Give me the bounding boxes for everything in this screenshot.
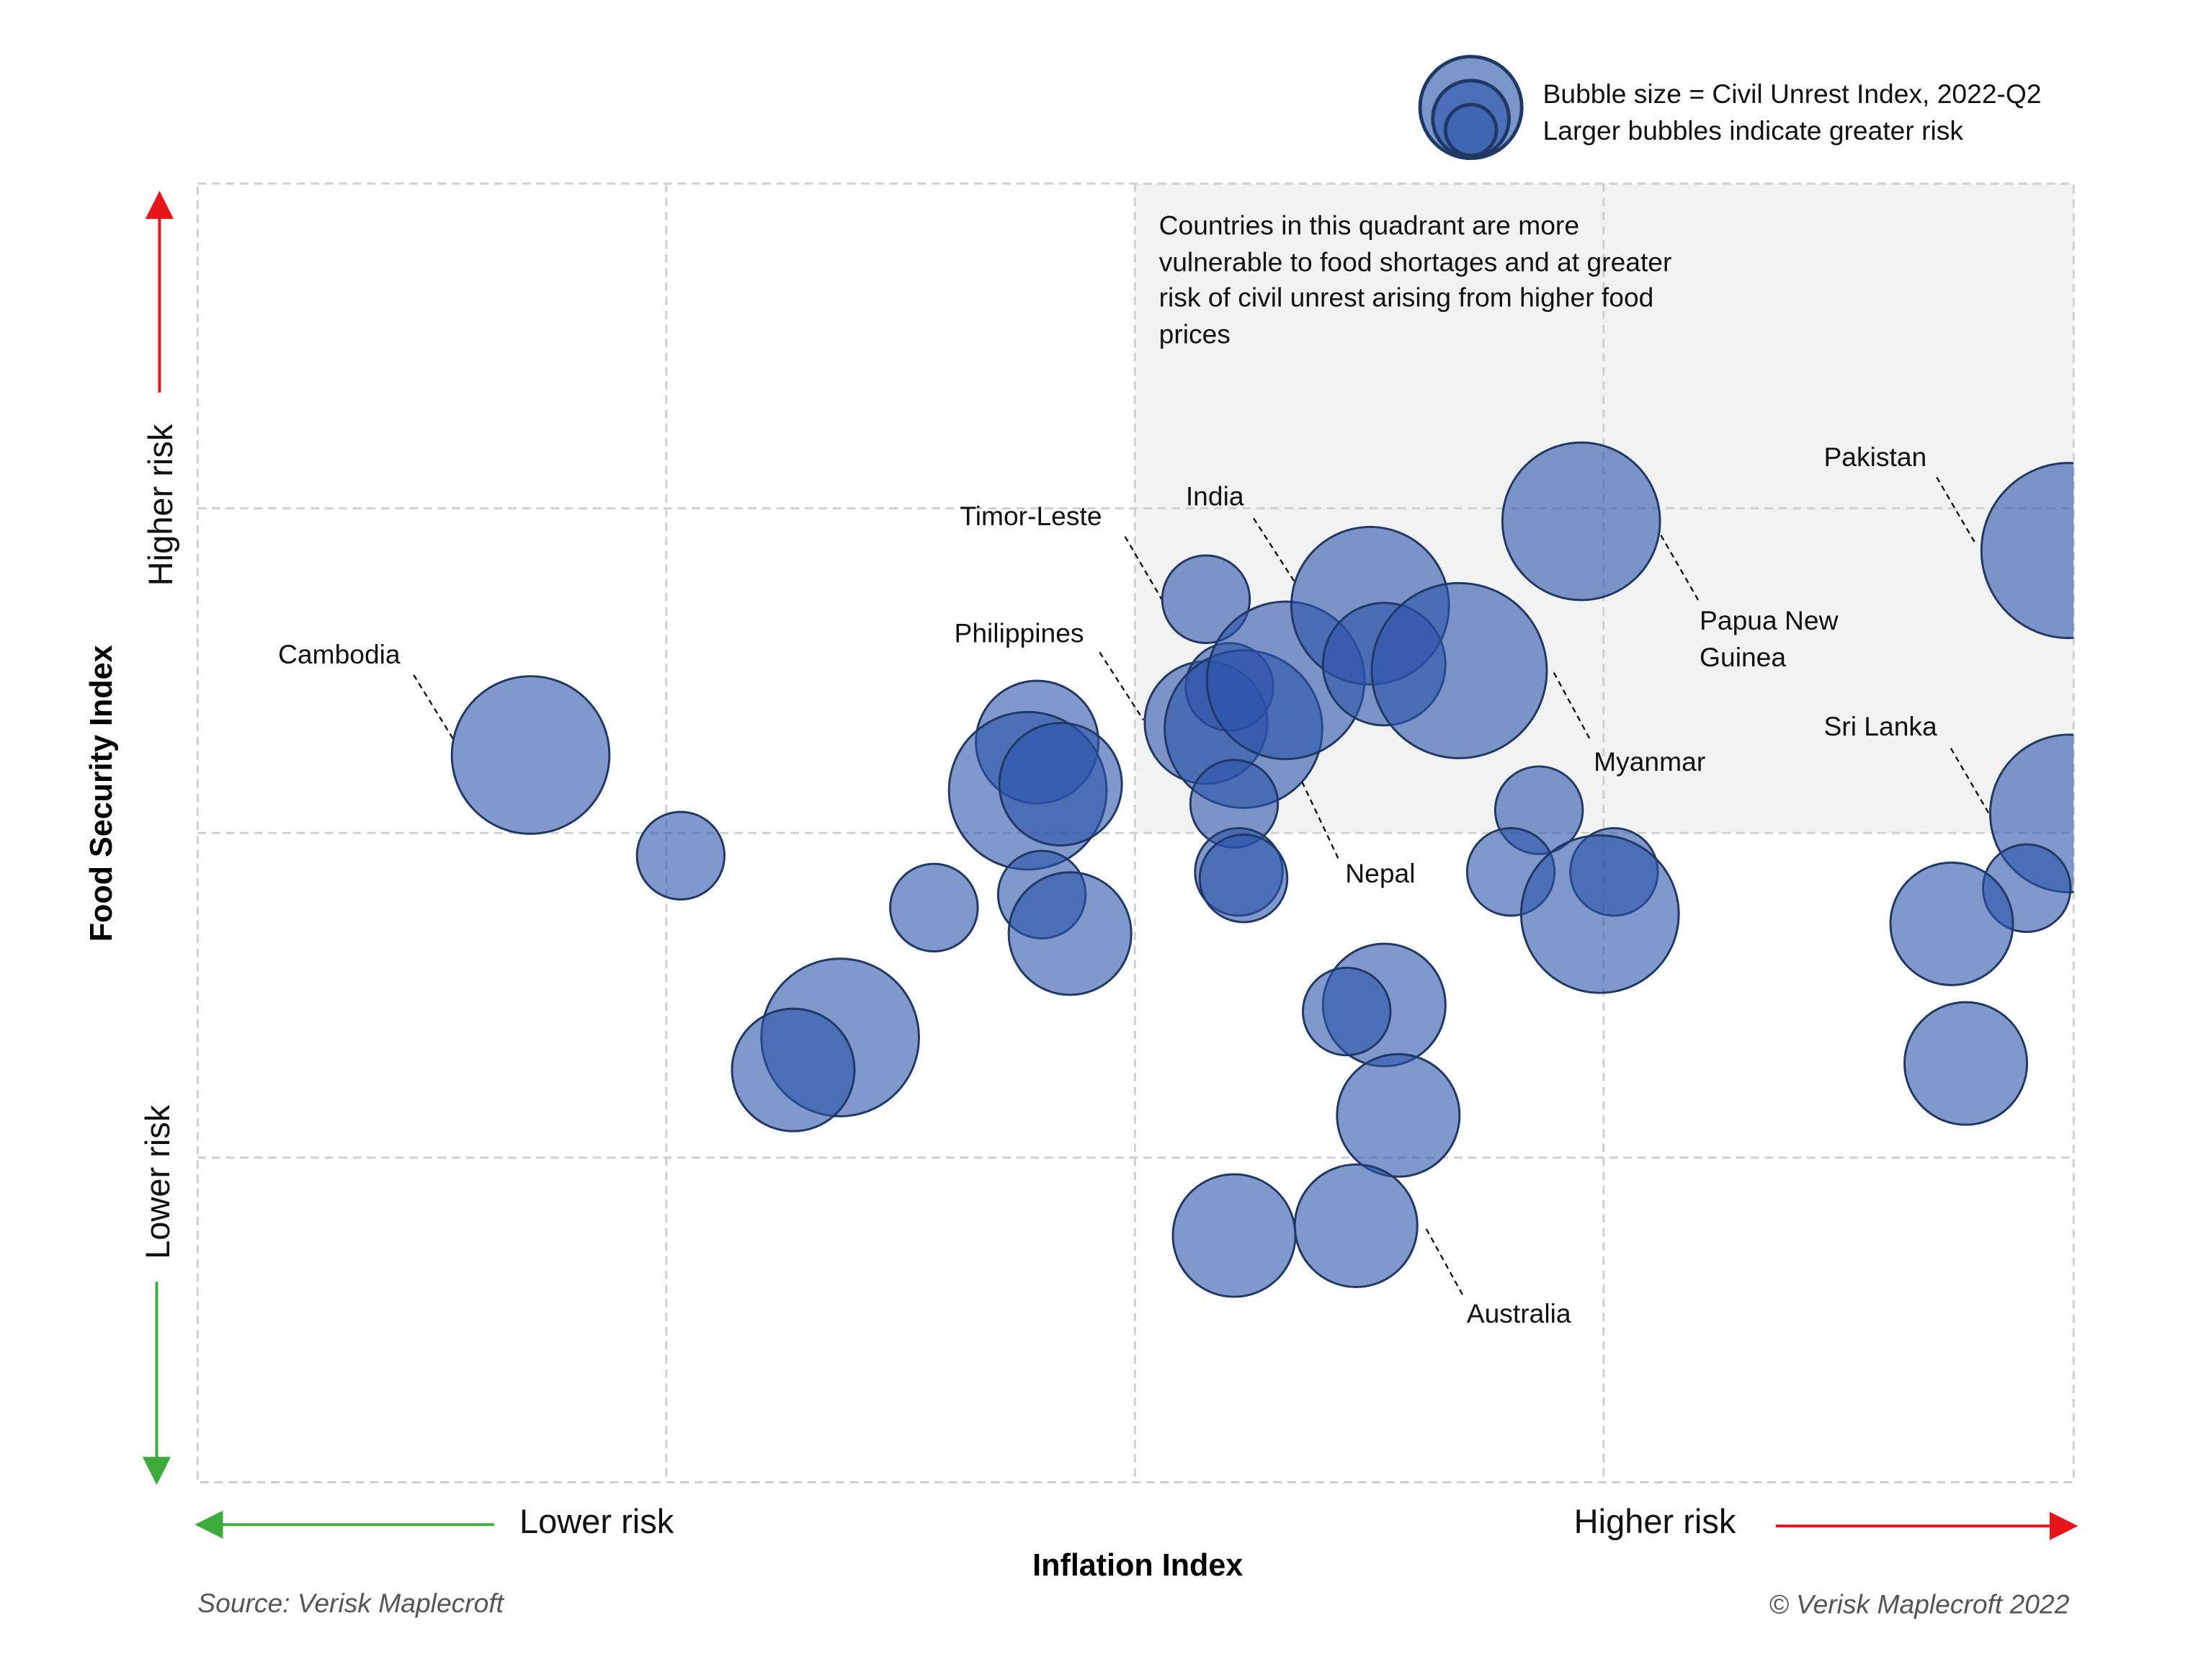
x-axis-title: Inflation Index: [1032, 1548, 1243, 1583]
bubble: [889, 862, 979, 953]
bubble-myanmar: [1370, 581, 1548, 759]
leader-line: [1659, 533, 1700, 601]
country-label: Nepal: [1345, 858, 1415, 888]
bubble: [731, 1007, 856, 1132]
country-labels: Cambodia Timor-Leste Philippines Nepal India…: [278, 442, 1937, 1328]
y-low-risk-label: Lower risk: [138, 1104, 177, 1259]
quadrant-note-line: Countries in this quadrant are more: [1159, 210, 1579, 240]
x-low-risk-label: Lower risk: [519, 1502, 674, 1540]
y-high-risk-label: Higher risk: [141, 424, 179, 586]
bubble: [1336, 1053, 1461, 1178]
leader-line: [1936, 476, 1978, 546]
copyright-note: © Verisk Maplecroft 2022: [1769, 1589, 2069, 1619]
country-label: Philippines: [955, 618, 1084, 648]
leader-line: [1300, 780, 1339, 859]
quadrant-note: Countries in this quadrant are more vuln…: [1159, 210, 1672, 349]
bubble: [1903, 1001, 2029, 1126]
country-label: Sri Lanka: [1823, 711, 1937, 741]
leader-line: [1099, 651, 1145, 721]
x-high-risk-label: Higher risk: [1574, 1502, 1736, 1540]
leader-line: [1252, 517, 1295, 583]
bubbles: [450, 441, 2074, 1298]
country-label: Papua New: [1700, 605, 1839, 635]
country-label: Cambodia: [278, 639, 401, 669]
leader-line: [1552, 670, 1591, 739]
leader-line: [1124, 536, 1166, 605]
bubble: [1889, 861, 2014, 986]
x-axis: Lower risk Higher risk Inflation Index: [195, 1502, 2078, 1583]
quadrant-note-line: vulnerable to food shortages and at grea…: [1159, 246, 1672, 277]
leader-line: [413, 674, 455, 742]
leader-lines: [413, 476, 1991, 1295]
country-label: Guinea: [1700, 642, 1786, 672]
source-note: Source: Verisk Maplecroft: [197, 1588, 504, 1618]
bubble: [998, 722, 1123, 847]
bubble-australia: [1293, 1163, 1419, 1288]
y-axis: Higher risk Lower risk Food Security Ind…: [84, 190, 179, 1485]
country-label: Myanmar: [1594, 746, 1705, 777]
bubble-papua-new-guinea: [1501, 441, 1661, 602]
bubble: [1519, 834, 1680, 994]
quadrant-note-line: risk of civil unrest arising from higher…: [1159, 282, 1654, 312]
legend-line-2: Larger bubbles indicate greater risk: [1543, 115, 1964, 146]
country-label: Australia: [1467, 1298, 1571, 1328]
bubble-cambodia: [450, 675, 611, 835]
bubble-timor-leste: [1161, 554, 1251, 644]
legend: Bubble size = Civil Unrest Index, 2022-Q…: [1418, 55, 2042, 161]
bubble: [1171, 1173, 1297, 1298]
leader-line: [1423, 1225, 1463, 1295]
bubble: [1007, 871, 1133, 996]
country-label: India: [1186, 481, 1244, 511]
leader-line: [1950, 748, 1991, 817]
bubble: [1198, 834, 1289, 924]
country-label: Pakistan: [1823, 442, 1926, 472]
legend-bubble-small: [1443, 102, 1499, 158]
bubble: [635, 810, 726, 901]
country-label: Timor-Leste: [960, 501, 1102, 531]
y-axis-title: Food Security Index: [84, 645, 119, 942]
legend-line-1: Bubble size = Civil Unrest Index, 2022-Q…: [1543, 79, 2042, 109]
bubble-pakistan: [1980, 462, 2074, 640]
quadrant-note-line: prices: [1159, 318, 1231, 349]
bubble: [1302, 966, 1392, 1057]
